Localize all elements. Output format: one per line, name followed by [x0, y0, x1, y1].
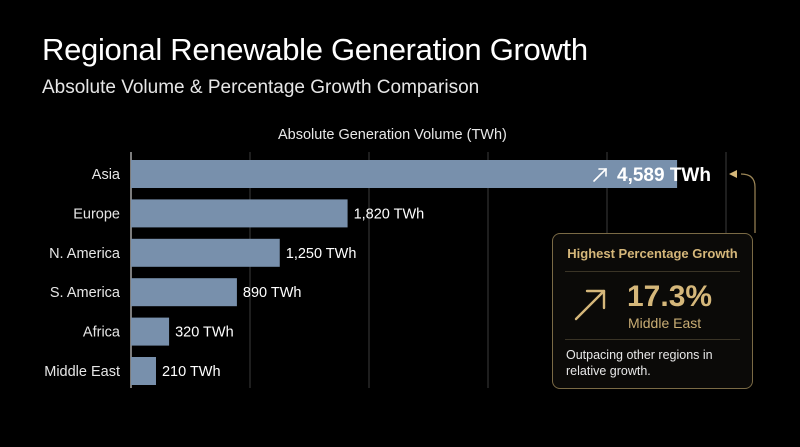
bars: Asia 4,589 TWh Europe 1,820 TWh N. America 1,… [44, 160, 711, 385]
arrow-up-right-icon [574, 289, 606, 321]
bar-n-america [131, 238, 280, 267]
chart-subtitle: Absolute Volume & Percentage Growth Comp… [42, 77, 480, 98]
category-label: Europe [73, 206, 120, 222]
callout-divider-top [565, 271, 740, 272]
data-label: 1,820 TWh [354, 206, 425, 222]
callout-region: Middle East [628, 315, 702, 331]
category-label: Asia [92, 167, 121, 183]
arrow-up-right-icon [593, 168, 607, 182]
bar-s-america [131, 278, 237, 307]
callout-note: Outpacing other regions in relative grow… [566, 348, 713, 378]
chart-title: Regional Renewable Generation Growth [42, 32, 588, 67]
category-label: Middle East [44, 364, 120, 380]
x-axis-title: Absolute Generation Volume (TWh) [278, 127, 507, 143]
data-label: 1,250 TWh [286, 246, 357, 262]
callout-divider-mid [565, 339, 740, 340]
data-label: 320 TWh [175, 325, 234, 341]
bar-asia [131, 160, 678, 188]
category-label: N. America [49, 246, 121, 262]
bar-europe [131, 199, 348, 228]
data-label: 890 TWh [243, 285, 302, 301]
category-label: Africa [83, 325, 121, 341]
data-label: 210 TWh [162, 364, 221, 380]
callout-connector [729, 170, 756, 233]
category-label: S. America [50, 285, 121, 301]
connector-arrowhead [729, 170, 737, 178]
highest-growth-callout: Highest Percentage Growth 17.3% Middle E… [552, 233, 753, 389]
connector-line [740, 173, 756, 233]
data-label: 4,589 TWh [617, 165, 711, 186]
bar-africa [131, 317, 170, 346]
callout-value: 17.3% [627, 280, 713, 313]
bar-middle-east [131, 357, 156, 385]
callout-heading: Highest Percentage Growth [567, 246, 738, 261]
